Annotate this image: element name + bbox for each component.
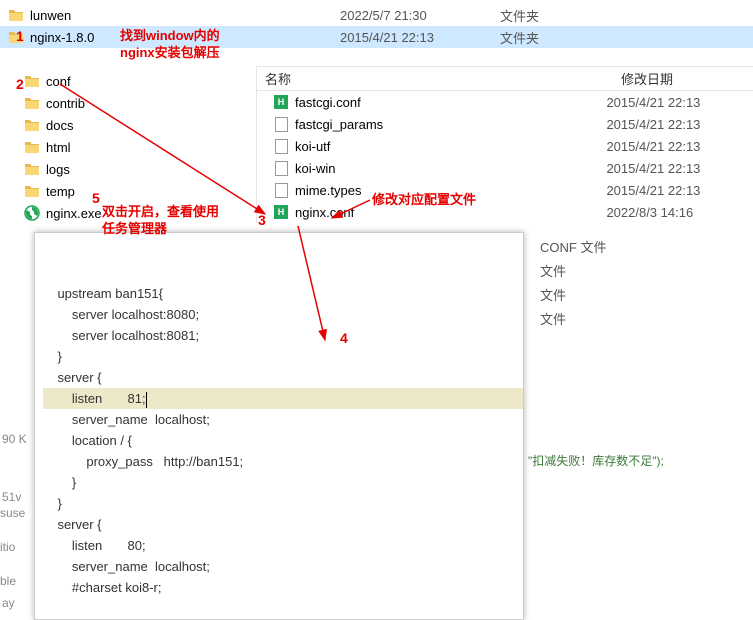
file-date: 2015/4/21 22:13	[606, 139, 753, 154]
type-text: 文件	[540, 308, 606, 332]
code-line: server_name localhost;	[43, 556, 523, 577]
file-icon	[273, 160, 289, 176]
config-file-icon: H	[273, 94, 289, 110]
code-line: server {	[43, 367, 523, 388]
file-name: nginx.exe	[46, 206, 102, 221]
file-row[interactable]: H nginx.conf 2022/8/3 14:16	[257, 201, 753, 223]
bg-text: ay	[2, 596, 15, 610]
code-line: listen 80;	[43, 535, 523, 556]
explorer-top: lunwen 2022/5/7 21:30 文件夹 nginx-1.8.0 20…	[0, 4, 753, 48]
file-row[interactable]: logs	[0, 158, 260, 180]
file-type: 文件夹	[500, 6, 539, 25]
explorer-left-list: conf contrib docs html logs temp nginx.e…	[0, 70, 260, 224]
file-row[interactable]: docs	[0, 114, 260, 136]
bg-text: 90 K	[2, 432, 27, 446]
file-name: fastcgi_params	[295, 117, 606, 132]
type-text: 文件	[540, 284, 606, 308]
folder-icon	[24, 117, 40, 133]
type-text: CONF 文件	[540, 236, 606, 260]
file-date: 2015/4/21 22:13	[606, 161, 753, 176]
file-name: mime.types	[295, 183, 606, 198]
file-row[interactable]: koi-win 2015/4/21 22:13	[257, 157, 753, 179]
folder-icon	[8, 29, 24, 45]
code-line: server {	[43, 514, 523, 535]
file-row[interactable]: koi-utf 2015/4/21 22:13	[257, 135, 753, 157]
folder-icon	[24, 139, 40, 155]
file-date: 2022/8/3 14:16	[606, 205, 753, 220]
file-icon	[273, 182, 289, 198]
code-line: server localhost:8081;	[43, 325, 523, 346]
folder-icon	[24, 161, 40, 177]
bg-code: "扣减失败！库存数不足");	[528, 452, 664, 469]
file-name: conf	[46, 74, 71, 89]
file-row[interactable]: conf	[0, 70, 260, 92]
bg-text: itio	[0, 540, 15, 554]
code-line: }	[43, 472, 523, 493]
file-row[interactable]: fastcgi_params 2015/4/21 22:13	[257, 113, 753, 135]
column-header[interactable]: 名称 修改日期	[257, 67, 753, 91]
exe-icon	[24, 205, 40, 221]
file-date: 2015/4/21 22:13	[340, 30, 500, 45]
file-name: koi-win	[295, 161, 606, 176]
col-name-header[interactable]: 名称	[257, 69, 613, 88]
file-name: fastcgi.conf	[295, 95, 606, 110]
bg-text: suse	[0, 506, 25, 520]
folder-icon	[8, 7, 24, 23]
file-name: logs	[46, 162, 70, 177]
type-text: 文件	[540, 260, 606, 284]
file-name: koi-utf	[295, 139, 606, 154]
bg-text: ble	[0, 574, 16, 588]
code-line: listen 81;	[43, 388, 523, 409]
code-editor[interactable]: upstream ban151{ server localhost:8080; …	[34, 232, 524, 620]
file-name: html	[46, 140, 71, 155]
file-name: nginx-1.8.0	[30, 30, 340, 45]
file-row[interactable]: lunwen 2022/5/7 21:30 文件夹	[0, 4, 753, 26]
folder-icon	[24, 183, 40, 199]
file-row[interactable]: H fastcgi.conf 2015/4/21 22:13	[257, 91, 753, 113]
file-row[interactable]: temp	[0, 180, 260, 202]
file-name: lunwen	[30, 8, 340, 23]
code-line: proxy_pass http://ban151;	[43, 451, 523, 472]
col-date-header[interactable]: 修改日期	[613, 69, 673, 88]
file-row[interactable]: mime.types 2015/4/21 22:13	[257, 179, 753, 201]
code-line: }	[43, 493, 523, 514]
code-line: server localhost:8080;	[43, 304, 523, 325]
code-line: server_name localhost;	[43, 409, 523, 430]
file-type: 文件夹	[500, 28, 539, 47]
code-line: upstream ban151{	[43, 283, 523, 304]
file-icon	[273, 116, 289, 132]
file-row[interactable]: contrib	[0, 92, 260, 114]
folder-icon	[24, 73, 40, 89]
file-row[interactable]: nginx-1.8.0 2015/4/21 22:13 文件夹	[0, 26, 753, 48]
file-name: temp	[46, 184, 75, 199]
file-row[interactable]: nginx.exe	[0, 202, 260, 224]
file-name: docs	[46, 118, 73, 133]
folder-icon	[24, 95, 40, 111]
file-date: 2015/4/21 22:13	[606, 117, 753, 132]
code-line: #charset koi8-r;	[43, 577, 523, 598]
file-date: 2022/5/7 21:30	[340, 8, 500, 23]
code-line: location / {	[43, 430, 523, 451]
config-file-icon: H	[273, 204, 289, 220]
type-column-partial: CONF 文件 文件 文件 文件	[540, 236, 606, 332]
file-date: 2015/4/21 22:13	[606, 183, 753, 198]
bg-text: 51v	[2, 490, 21, 504]
file-date: 2015/4/21 22:13	[606, 95, 753, 110]
file-row[interactable]: html	[0, 136, 260, 158]
file-name: nginx.conf	[295, 205, 606, 220]
explorer-right: 名称 修改日期 H fastcgi.conf 2015/4/21 22:13 f…	[256, 66, 753, 223]
code-line: }	[43, 346, 523, 367]
file-name: contrib	[46, 96, 85, 111]
file-icon	[273, 138, 289, 154]
